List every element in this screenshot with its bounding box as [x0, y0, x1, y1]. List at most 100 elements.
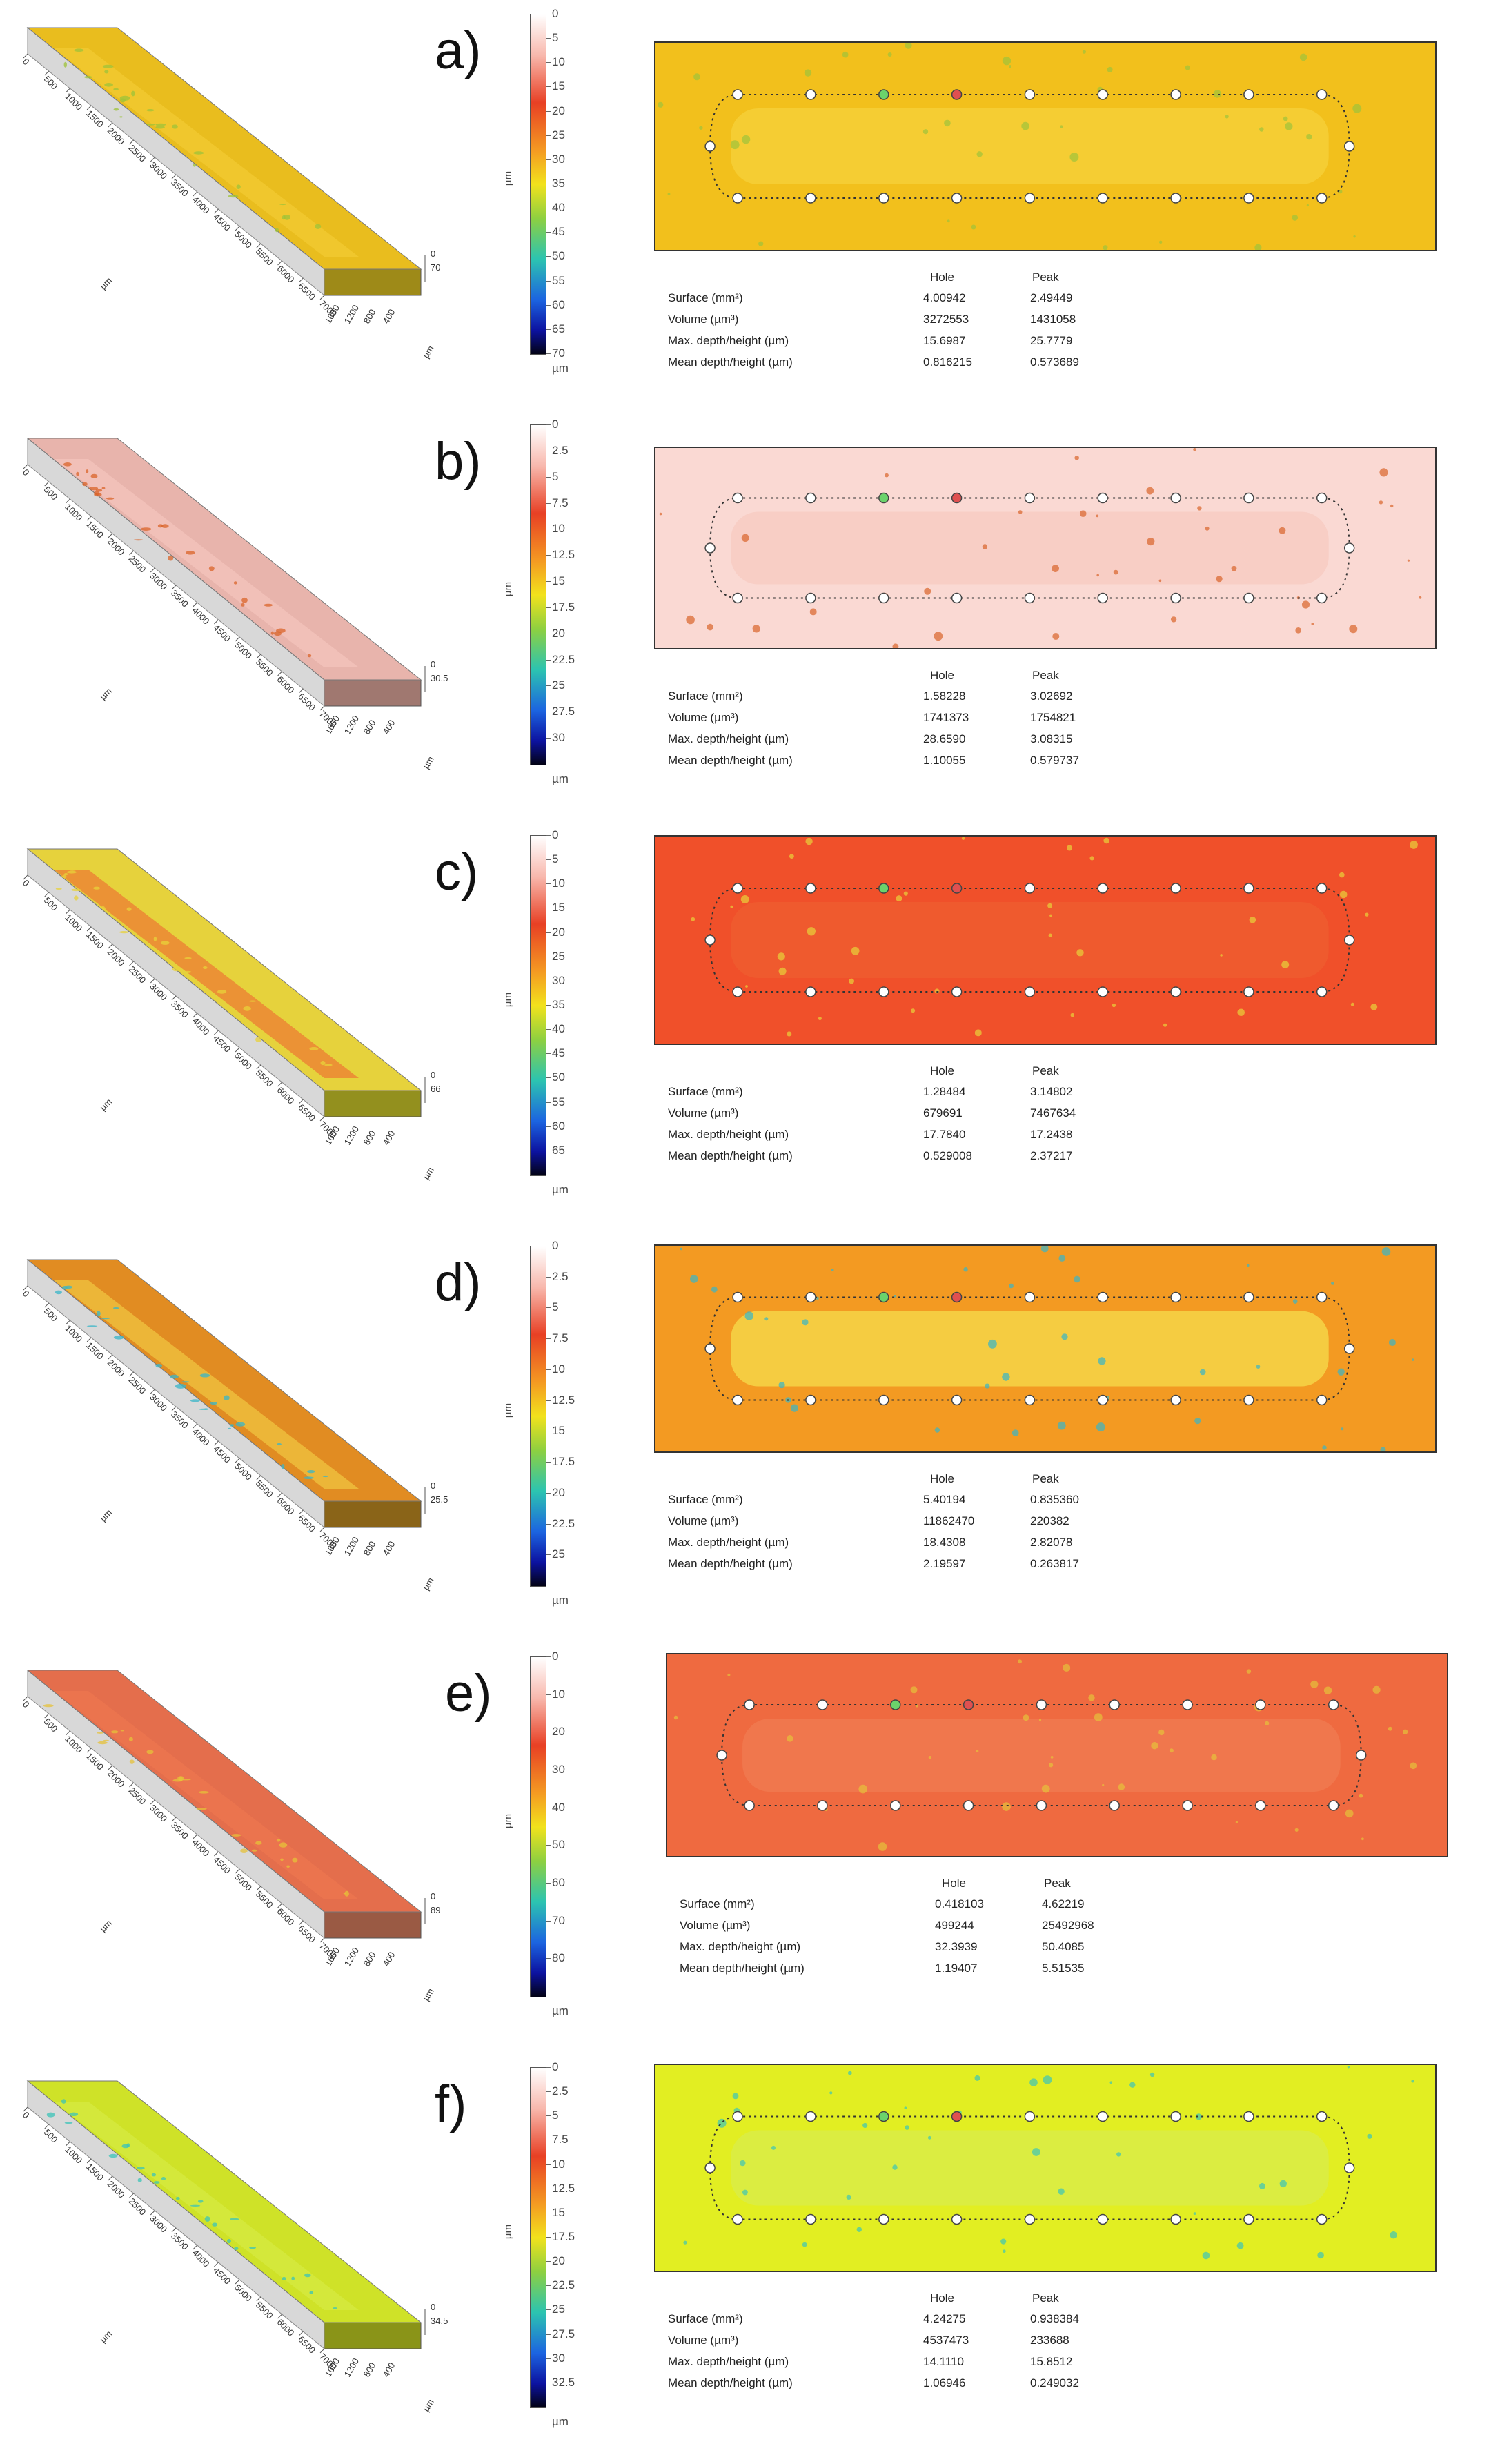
stats-hole-value: 499244	[935, 1919, 974, 1932]
map-defect	[790, 1404, 798, 1412]
map-defect	[851, 946, 860, 955]
x-axis-tick	[44, 2124, 50, 2129]
map-defect	[1199, 1369, 1206, 1376]
map-defect	[802, 2242, 807, 2247]
map-defect	[961, 837, 965, 840]
stats-header-hole: Hole	[930, 669, 954, 682]
map-defect	[789, 854, 794, 859]
surface-3d-view: 0500100015002000250030003500400045005000…	[21, 1669, 440, 2003]
colorbar-tick-label: 20	[546, 1485, 565, 1499]
map-defect	[1411, 2080, 1414, 2083]
map-defect	[974, 1029, 982, 1037]
surface-defect	[113, 1336, 124, 1340]
surface-defect	[280, 1858, 284, 1861]
map-defect	[1279, 527, 1286, 534]
contour-handle	[704, 1343, 716, 1354]
colorbar-tick-label: 15	[546, 574, 565, 588]
map-defect	[1074, 1275, 1080, 1283]
x-axis-tick	[214, 208, 219, 214]
x-axis-tick	[214, 2262, 219, 2267]
map-defect	[976, 1750, 979, 1752]
map-defect	[934, 988, 940, 994]
colorbar-ticks: 0 2.5 5 7.5 10 12.5 15 17.5 20 22.5 25 27.5 30 32.5	[546, 2060, 589, 2407]
surface-defect	[186, 551, 195, 555]
contour-handle	[1343, 1343, 1355, 1354]
map-defect	[1089, 856, 1094, 861]
surface-defect	[196, 1808, 207, 1810]
surface-defect	[161, 524, 169, 528]
map-defect	[1009, 65, 1011, 68]
colorbar-tick-label: 65	[546, 1143, 565, 1157]
surface-defect	[344, 1890, 349, 1897]
stats-hole-value: 18.4308	[923, 1536, 966, 1549]
x-axis-tick	[44, 481, 50, 487]
surface-defect	[90, 473, 98, 478]
map-defect	[878, 1842, 887, 1851]
x-axis-tick	[150, 157, 155, 162]
map-defect	[934, 632, 943, 641]
x-axis-tick	[108, 533, 113, 538]
stats-row-volume: Volume (µm³) 679691 7467634	[668, 1106, 1151, 1127]
x-axis-tick	[235, 226, 240, 231]
map-defect	[1070, 1013, 1075, 1017]
map-defect	[686, 615, 695, 625]
surface-defect	[161, 2177, 166, 2180]
map-defect	[1096, 574, 1099, 577]
surface-defect	[113, 108, 119, 111]
stats-row-label: Max. depth/height (µm)	[668, 732, 789, 745]
contour-handle	[1024, 2213, 1036, 2225]
surface-defect	[84, 76, 92, 79]
colorbar-tick-label: 30	[546, 973, 565, 987]
surface-defect	[228, 195, 239, 198]
stats-row-label: Max. depth/height (µm)	[680, 1940, 801, 1953]
stats-peak-value: 25492968	[1042, 1919, 1094, 1932]
map-defect	[1061, 1333, 1068, 1340]
map-defect	[911, 1008, 916, 1013]
stats-hole-value: 4.24275	[923, 2312, 966, 2325]
wear-track-3d	[54, 1691, 359, 1899]
x-axis-tick	[235, 1458, 240, 1463]
contour-handle	[732, 1394, 743, 1406]
stats-row-surface: Surface (mm²) 4.24275 0.938384	[668, 2312, 1151, 2333]
surface-defect	[307, 1470, 315, 1474]
contour-handle	[805, 193, 816, 204]
contour-handle	[1243, 193, 1254, 204]
x-axis-tick	[256, 2296, 261, 2302]
panel-d: 0 500 1000 1500 2000 2500 3000 3500 4000 4500 5000…	[0, 1232, 1500, 1643]
map-defect	[1283, 116, 1288, 121]
map-defect	[1390, 504, 1394, 508]
y-axis-tick-label: 800	[362, 1539, 378, 1557]
surface-3d-view: 0500100015002000250030003500400045005000…	[21, 848, 440, 1182]
z-axis-min-label: 0	[431, 1480, 435, 1491]
depth-map-canvas	[680, 1246, 1414, 1451]
stats-row-volume: Volume (µm³) 11862470 220382	[668, 1514, 1151, 1535]
colorbar-unit: µm	[552, 772, 569, 785]
map-defect	[829, 2091, 833, 2095]
contour-handle	[1182, 1699, 1193, 1710]
stats-peak-value: 15.8512	[1030, 2355, 1073, 2368]
colorbar-tick-label: 15	[546, 79, 565, 93]
surface-defect	[197, 2200, 204, 2203]
stats-row-label: Volume (µm³)	[668, 313, 739, 326]
colorbar-tick-label: 5	[546, 1300, 559, 1314]
contour-handle	[1355, 1750, 1367, 1761]
contour-handle	[732, 2213, 743, 2225]
stats-peak-value: 2.82078	[1030, 1536, 1073, 1549]
x-axis-tick	[44, 1302, 50, 1308]
surface-defect	[266, 1037, 273, 1040]
contour-handle	[951, 883, 963, 894]
depth-map	[654, 1244, 1437, 1453]
map-defect	[1292, 1299, 1298, 1304]
colorbar-tick-label: 30	[546, 152, 565, 166]
contour-handle	[805, 2111, 816, 2122]
surface-defect	[96, 1311, 101, 1317]
surface-defect	[120, 1730, 125, 1732]
x-axis-tick	[171, 585, 177, 590]
depth-map	[654, 2064, 1437, 2272]
surface-defect	[303, 1476, 314, 1479]
map-defect	[764, 1317, 769, 1321]
map-defect	[1021, 121, 1030, 130]
x-axis-unit: µm	[98, 1918, 115, 1935]
surface-defect	[255, 1841, 262, 1845]
map-defect	[778, 1382, 785, 1389]
